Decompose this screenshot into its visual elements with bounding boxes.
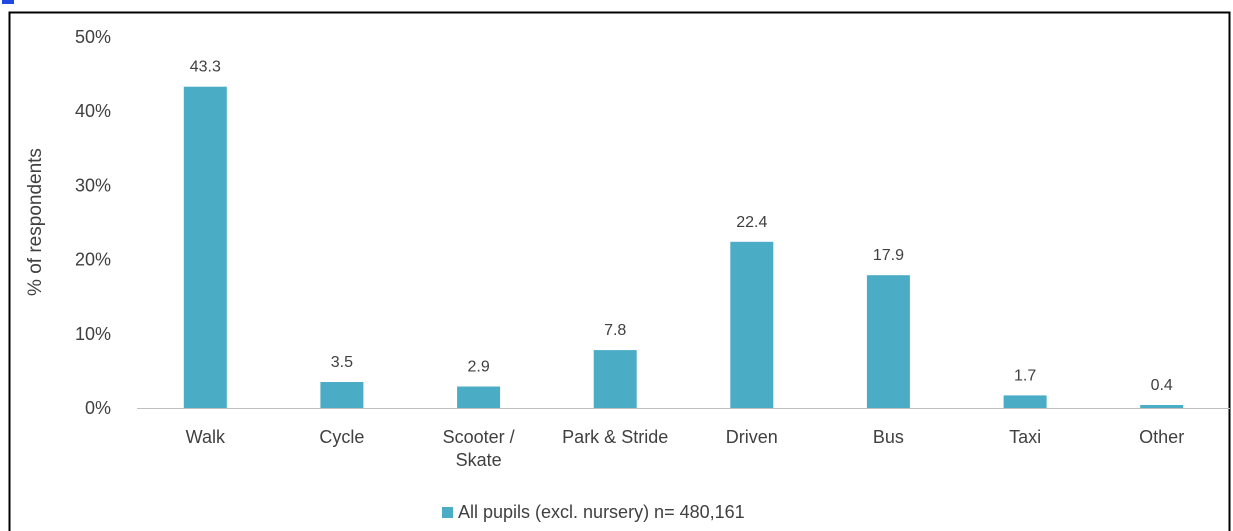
chart-border xyxy=(8,11,1231,531)
y-axis-ticks: 0% 10% 20% 30% 40% 50% xyxy=(75,27,111,418)
data-label: 17.9 xyxy=(873,247,904,264)
data-label: 22.4 xyxy=(736,214,767,231)
x-category-label: Taxi xyxy=(1009,427,1041,447)
bar xyxy=(183,86,227,408)
y-tick-label: 30% xyxy=(75,175,111,195)
data-label: 43.3 xyxy=(190,59,221,76)
legend: All pupils (excl. nursery) n= 480,161 xyxy=(442,502,745,522)
x-category-label: Other xyxy=(1139,427,1184,447)
bar xyxy=(593,350,637,408)
x-category-label: Park & Stride xyxy=(562,427,668,447)
x-category-label: Bus xyxy=(873,427,904,447)
data-label: 2.9 xyxy=(467,359,489,376)
data-label: 0.4 xyxy=(1151,377,1173,394)
bar xyxy=(457,386,501,408)
y-tick-label: 10% xyxy=(75,324,111,344)
x-category-label: Walk xyxy=(186,427,226,447)
bar xyxy=(866,275,910,408)
x-category-label: Scooter / xyxy=(443,427,515,447)
top-accent-fragment xyxy=(2,0,14,4)
y-tick-label: 0% xyxy=(85,398,111,418)
legend-swatch xyxy=(442,507,453,518)
legend-label: All pupils (excl. nursery) n= 480,161 xyxy=(458,502,745,522)
y-axis-label: % of respondents xyxy=(25,148,46,296)
bar xyxy=(730,241,774,408)
data-label: 3.5 xyxy=(331,354,353,371)
bar xyxy=(1003,395,1047,408)
bar-series xyxy=(183,86,1184,408)
y-tick-label: 50% xyxy=(75,27,111,47)
y-tick-label: 40% xyxy=(75,101,111,121)
data-label: 7.8 xyxy=(604,322,626,339)
y-tick-label: 20% xyxy=(75,250,111,270)
data-label: 1.7 xyxy=(1014,367,1036,384)
bar xyxy=(320,382,364,408)
x-category-label: Driven xyxy=(726,427,778,447)
bar xyxy=(1140,405,1184,408)
x-category-label: Skate xyxy=(456,450,502,470)
data-labels: 43.3 3.5 2.9 7.8 22.4 17.9 1.7 0.4 xyxy=(190,59,1173,394)
x-axis-categories: Walk Cycle Scooter / Skate Park & Stride Driv… xyxy=(186,427,1185,470)
x-category-label: Cycle xyxy=(319,427,364,447)
